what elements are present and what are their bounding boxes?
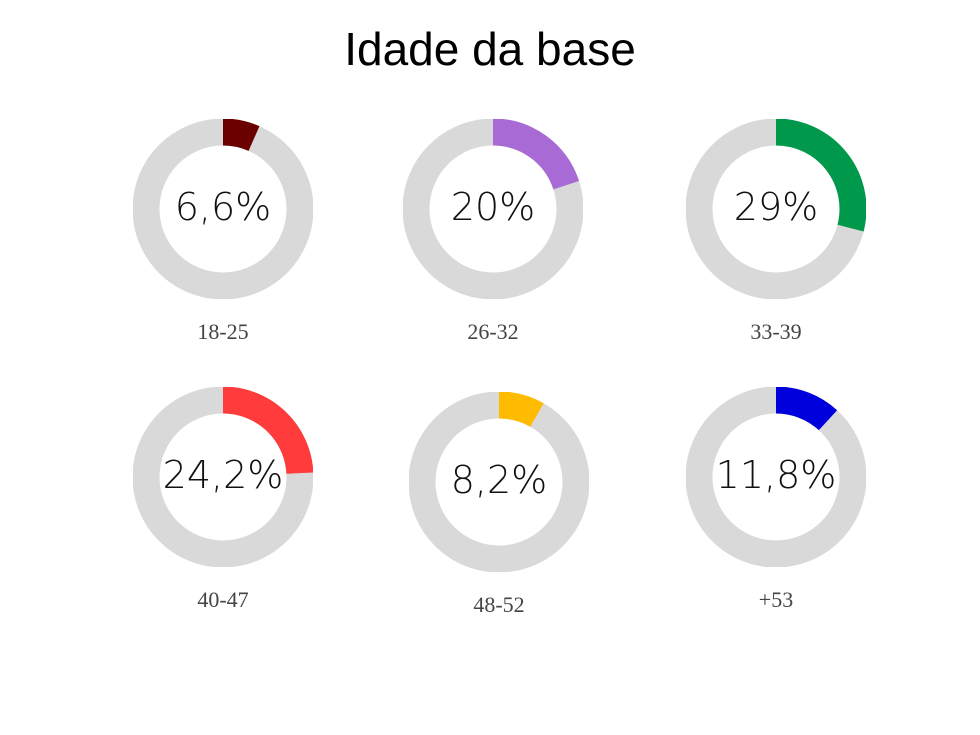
chart-title: Idade da base (344, 23, 636, 75)
percentage-label: 20% (450, 185, 536, 229)
donut-segment-26-32 (492, 119, 580, 190)
donut-svg (403, 119, 583, 299)
percentage-label: 29% (733, 185, 819, 229)
donut-segment-48-52 (498, 392, 544, 428)
percentage-label: 24,2% (162, 453, 284, 497)
donut-svg (409, 392, 589, 572)
donut-segment-40-47 (222, 387, 313, 475)
category-label: 48-52 (473, 592, 525, 617)
category-label: 40-47 (197, 587, 249, 612)
category-label: 26-32 (467, 319, 519, 344)
donut-1: 6,6% 18-25 (133, 119, 353, 359)
percentage-label: 6,6% (174, 185, 272, 229)
category-label: 18-25 (197, 319, 249, 344)
donut-svg (133, 119, 313, 299)
category-label: 33-39 (750, 319, 802, 344)
donut-segment-18-25 (222, 119, 260, 152)
percentage-label: 8,2% (450, 458, 548, 502)
percentage-label: 11,8% (715, 453, 837, 497)
donut-4: 24,2% 40-47 (133, 387, 353, 627)
donut-svg (686, 387, 866, 567)
donut-2: 20% 26-32 (403, 119, 623, 359)
donut-3: 29% 33-39 (686, 119, 906, 359)
donut-svg (133, 387, 313, 567)
donut-6: 11,8% +53 (686, 387, 906, 627)
donut-5: 8,2% 48-52 (409, 392, 629, 632)
donut-svg (686, 119, 866, 299)
donut-segment-+53 (775, 387, 838, 431)
donut-segment-33-39 (775, 119, 866, 232)
category-label: +53 (758, 587, 794, 612)
